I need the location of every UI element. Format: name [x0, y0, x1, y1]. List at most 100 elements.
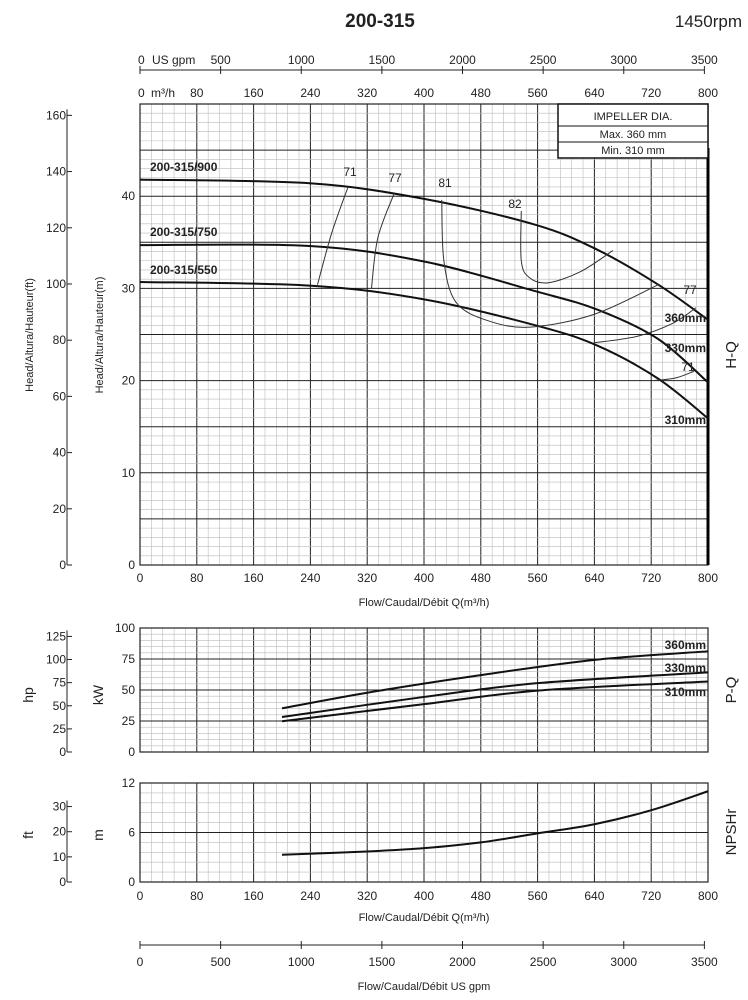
hq-panel-label: H-Q: [723, 341, 740, 369]
npsh-m-tick-label: 0: [128, 875, 135, 889]
npsh-m-tick-label: 12: [122, 776, 136, 790]
pq-kw-tick-label: 0: [128, 745, 135, 759]
gpm-top-tick-label: 2500: [530, 53, 557, 67]
pq-frame: [139, 627, 709, 753]
npsh-ft-axis-tick-label: 30: [53, 800, 67, 814]
m3h-top-tick-label: 400: [414, 86, 434, 100]
m3h-top-tick-label: 160: [244, 86, 264, 100]
npsh-x-tick-label: 160: [244, 889, 264, 903]
hq-ft-axis-tick-label: 0: [59, 558, 66, 572]
pq-curve-label-330mm: 330mm: [665, 661, 706, 675]
npsh-m-tick-label: 6: [128, 826, 135, 840]
npsh-x-tick-label: 240: [300, 889, 320, 903]
pq-hp-axis-tick-label: 50: [53, 699, 67, 713]
npsh-curve: [281, 790, 709, 856]
npsh-x-axis-label: Flow/Caudal/Débit Q(m³/h): [359, 912, 490, 924]
hq-ft-axis-tick-label: 120: [46, 221, 66, 235]
impeller-box: [557, 103, 709, 159]
m3h-top-tick-label: 0: [138, 86, 145, 100]
gpm-top-tick-label: 1000: [288, 53, 315, 67]
pq-curve-label-360mm: 360mm: [665, 638, 706, 652]
npsh-ft-axis-tick-label: 20: [53, 825, 67, 839]
gpm-bottom-tick-label: 500: [211, 955, 231, 969]
hq-m-tick-label: 0: [128, 558, 135, 572]
gpm-bottom-tick-label: 2000: [449, 955, 476, 969]
gpm-top-tick-label: 3000: [610, 53, 637, 67]
gpm-bottom-tick-label: 1500: [369, 955, 396, 969]
pq-kw-tick-label: 75: [122, 652, 136, 666]
model-label: 200-315/550: [150, 263, 218, 277]
gpm-bottom-tick-label: 1000: [288, 955, 315, 969]
npsh-ft-axis-label: ft: [20, 831, 36, 839]
m3h-top-tick-label: 800: [698, 86, 718, 100]
npsh-ft-axis-tick-label: 10: [53, 850, 67, 864]
hq-x-tick-label: 0: [137, 571, 144, 585]
gpm-top-tick-label: 0: [138, 53, 145, 67]
hq-x-tick-label: 800: [698, 571, 718, 585]
hq-ft-axis-tick-label: 60: [53, 389, 67, 403]
pq-kw-tick-label: 25: [122, 714, 136, 728]
npsh-x-tick-label: 480: [471, 889, 491, 903]
hq-m-tick-label: 40: [122, 189, 136, 203]
hq-x-tick-label: 80: [190, 571, 204, 585]
hq-x-tick-label: 560: [528, 571, 548, 585]
pq-hp-axis-tick-label: 0: [59, 745, 66, 759]
hq-x-tick-label: 480: [471, 571, 491, 585]
hq-ft-axis-tick-label: 80: [53, 333, 67, 347]
gpm-top-unit: US gpm: [152, 53, 195, 67]
model-label: 200-315/750: [150, 225, 218, 239]
speed-label: 1450rpm: [675, 12, 742, 31]
efficiency-curve-81: [441, 199, 659, 328]
hq-curve-310mm: [139, 280, 709, 420]
efficiency-label: 71: [681, 360, 695, 374]
gpm-bottom-tick-label: 0: [137, 955, 144, 969]
pq-hp-axis-tick-label: 125: [46, 629, 66, 643]
pq-kw-axis-label: kW: [90, 684, 106, 705]
hq-x-tick-label: 160: [244, 571, 264, 585]
hq-ft-axis-tick-label: 100: [46, 277, 66, 291]
pq-curve-330mm: [281, 671, 709, 719]
npsh-x-tick-label: 720: [641, 889, 661, 903]
hq-x-tick-label: 400: [414, 571, 434, 585]
hq-ft-axis-tick-label: 20: [53, 502, 67, 516]
efficiency-label: 71: [343, 165, 357, 179]
npsh-x-tick-label: 800: [698, 889, 718, 903]
gpm-bottom-tick-label: 3000: [610, 955, 637, 969]
hq-ft-axis-tick-label: 40: [53, 446, 67, 460]
npsh-x-tick-label: 640: [584, 889, 604, 903]
hq-curve-label-360mm: 360mm: [665, 311, 706, 325]
efficiency-label: 82: [508, 197, 522, 211]
impeller-max: Max. 360 mm: [600, 129, 667, 141]
hq-curve-360mm: [139, 178, 709, 321]
m3h-top-tick-label: 720: [641, 86, 661, 100]
pq-curve-310mm: [281, 680, 709, 723]
m3h-top-tick-label: 80: [190, 86, 204, 100]
hq-m-tick-label: 10: [122, 466, 136, 480]
npsh-x-tick-label: 560: [528, 889, 548, 903]
m3h-top-unit: m³/h: [151, 86, 175, 100]
efficiency-label: 81: [438, 176, 452, 190]
efficiency-curve-71: [653, 370, 694, 382]
gpm-bottom-tick-label: 2500: [530, 955, 557, 969]
m3h-top-tick-label: 480: [471, 86, 491, 100]
efficiency-label: 77: [683, 283, 697, 297]
efficiency-curve-77: [593, 307, 697, 344]
hq-x-tick-label: 240: [300, 571, 320, 585]
pq-kw-tick-label: 50: [122, 683, 136, 697]
efficiency-label: 77: [388, 171, 402, 185]
hq-curve-label-330mm: 330mm: [665, 341, 706, 355]
pq-panel-label: P-Q: [723, 677, 740, 704]
m3h-top-tick-label: 640: [584, 86, 604, 100]
hq-m-tick-label: 30: [122, 281, 136, 295]
pq-hp-axis-label: hp: [20, 687, 36, 703]
pq-hp-axis-tick-label: 25: [53, 722, 67, 736]
efficiency-curve-82: [520, 210, 614, 284]
hq-ft-axis-tick-label: 140: [46, 165, 66, 179]
pq-hp-axis-tick-label: 100: [46, 653, 66, 667]
impeller-box-title: IMPELLER DIA.: [594, 111, 673, 123]
hq-m-tick-label: 20: [122, 374, 136, 388]
hq-x-axis-label: Flow/Caudal/Débit Q(m³/h): [359, 597, 490, 609]
npsh-x-tick-label: 320: [357, 889, 377, 903]
gpm-top-tick-label: 500: [211, 53, 231, 67]
